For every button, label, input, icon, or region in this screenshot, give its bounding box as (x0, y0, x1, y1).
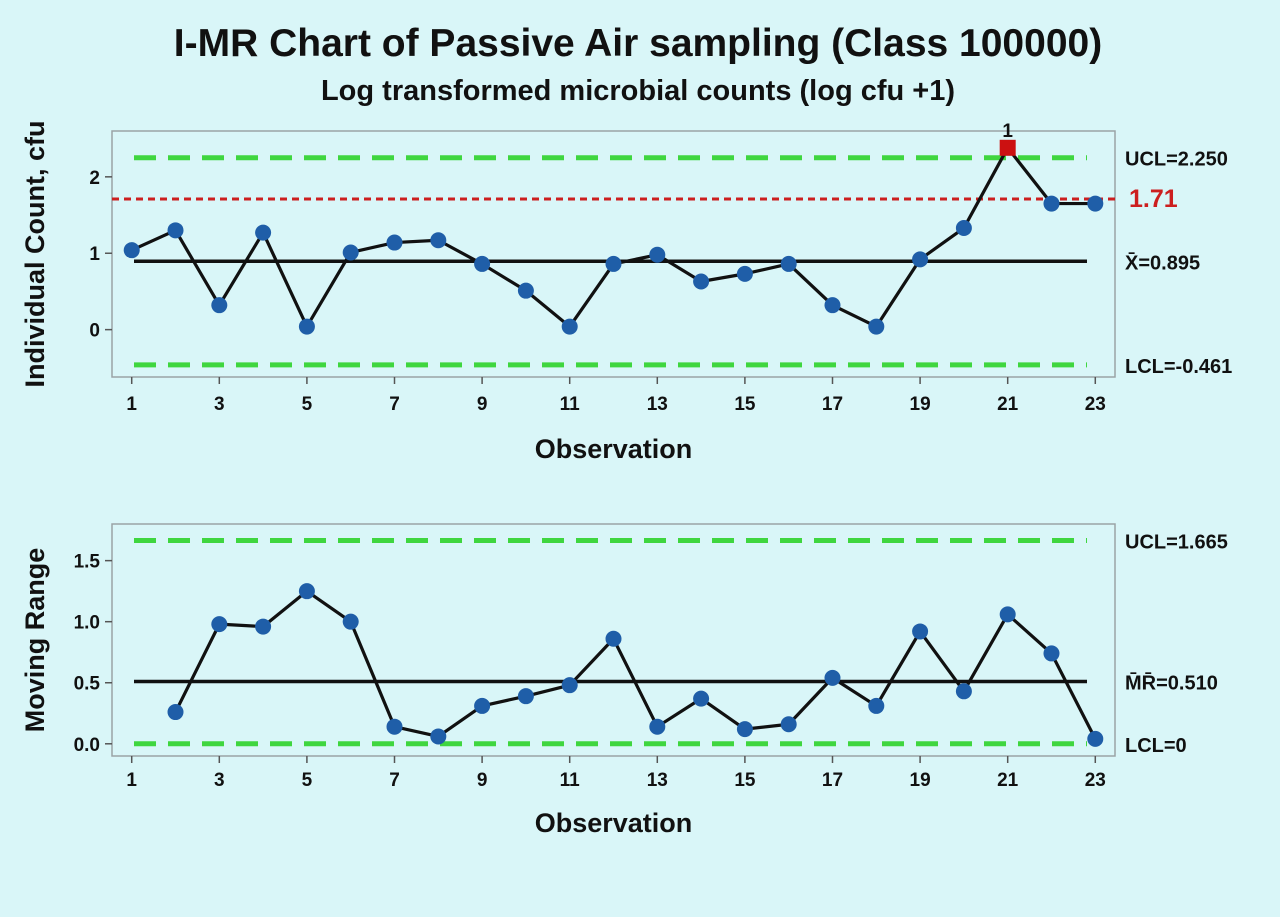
x-axis-title: Observation (535, 434, 693, 464)
x-tick-label: 23 (1085, 770, 1106, 791)
x-tick-label: 9 (477, 394, 488, 415)
y-tick-label: 0 (89, 321, 100, 342)
individuals-chart: 1 3 5 7 9 11 13 15 17 19 21 23012ObservationIndivid… (20, 121, 1232, 464)
x-tick-label: 19 (910, 394, 931, 415)
y-tick-label: 1 (89, 244, 100, 265)
data-point (298, 583, 315, 600)
center-label: X̄=0.895 (1125, 252, 1200, 274)
data-point (912, 251, 929, 268)
x-tick-label: 15 (734, 394, 756, 415)
data-point (255, 224, 272, 241)
data-point (211, 297, 228, 314)
data-point (912, 623, 929, 640)
x-tick-label: 11 (560, 770, 581, 791)
data-point (561, 318, 578, 335)
data-point (999, 606, 1016, 623)
data-point (955, 683, 972, 700)
x-tick-label: 15 (734, 770, 756, 791)
data-point (736, 265, 753, 282)
x-tick-label: 13 (647, 394, 668, 415)
x-tick-label: 11 (560, 394, 581, 415)
data-point (605, 630, 622, 647)
data-point (955, 220, 972, 237)
data-point (517, 688, 534, 705)
x-tick-label: 3 (214, 770, 225, 791)
y-tick-label: 2 (89, 168, 100, 189)
data-point (561, 677, 578, 694)
ucl-label: UCL=1.665 (1125, 531, 1228, 553)
ucl-label: UCL=2.250 (1125, 149, 1228, 171)
data-point (868, 318, 885, 335)
data-point (780, 716, 797, 733)
data-point (649, 718, 666, 735)
x-tick-label: 1 (126, 394, 137, 415)
x-tick-label: 21 (997, 770, 1019, 791)
data-point (167, 704, 184, 721)
lcl-label: LCL=-0.461 (1125, 356, 1232, 378)
data-point (736, 721, 753, 738)
x-tick-label: 23 (1085, 394, 1106, 415)
moving-range-chart: 1 3 5 7 9 11 13 15 17 19 21 230.00.51.01.5Observati… (20, 523, 1228, 838)
x-tick-label: 9 (477, 770, 488, 791)
center-label: M̄R̄=0.510 (1125, 672, 1218, 694)
data-point (386, 234, 403, 251)
data-point (1043, 645, 1060, 662)
data-point (123, 242, 140, 259)
data-point (1087, 195, 1104, 212)
lcl-label: LCL=0 (1125, 735, 1187, 757)
data-point (693, 273, 710, 290)
data-point (430, 232, 447, 249)
x-tick-label: 17 (822, 770, 843, 791)
y-axis-title: Moving Range (20, 548, 50, 733)
data-point (298, 318, 315, 335)
data-point (868, 697, 885, 714)
data-point (517, 282, 534, 299)
data-point (342, 244, 359, 261)
x-tick-label: 19 (910, 770, 931, 791)
x-tick-label: 5 (302, 770, 313, 791)
x-tick-label: 3 (214, 394, 225, 415)
x-axis-title: Observation (535, 808, 693, 838)
series-line (174, 589, 1097, 740)
y-tick-label: 1.5 (74, 552, 101, 573)
plot-area (111, 130, 1116, 378)
data-point (824, 297, 841, 314)
x-tick-label: 5 (302, 394, 313, 415)
test-failure-flag: 1 (1002, 121, 1013, 142)
y-axis-title: Individual Count, cfu (20, 121, 50, 388)
data-point (824, 669, 841, 686)
reference-label: 1.71 (1129, 185, 1178, 213)
data-point (1087, 730, 1104, 747)
x-tick-label: 7 (389, 770, 400, 791)
x-tick-label: 17 (822, 394, 843, 415)
out-of-control-point (999, 139, 1016, 156)
data-point (649, 246, 666, 263)
data-point (342, 613, 359, 630)
x-tick-label: 21 (997, 394, 1019, 415)
data-point (211, 616, 228, 633)
chart-subtitle: Log transformed microbial counts (log cf… (321, 75, 955, 107)
x-tick-label: 1 (126, 770, 137, 791)
data-point (693, 690, 710, 707)
y-tick-label: 1.0 (74, 613, 100, 634)
chart-title: I-MR Chart of Passive Air sampling (Clas… (174, 22, 1102, 65)
data-point (386, 718, 403, 735)
data-point (780, 255, 797, 272)
data-point (430, 728, 447, 745)
data-point (474, 255, 491, 272)
data-point (1043, 195, 1060, 212)
y-tick-label: 0.0 (74, 735, 100, 756)
data-point (167, 222, 184, 239)
data-point (605, 255, 622, 272)
y-tick-label: 0.5 (74, 674, 101, 695)
x-tick-label: 7 (389, 394, 400, 415)
x-tick-label: 13 (647, 770, 668, 791)
data-point (474, 697, 491, 714)
data-point (255, 618, 272, 635)
